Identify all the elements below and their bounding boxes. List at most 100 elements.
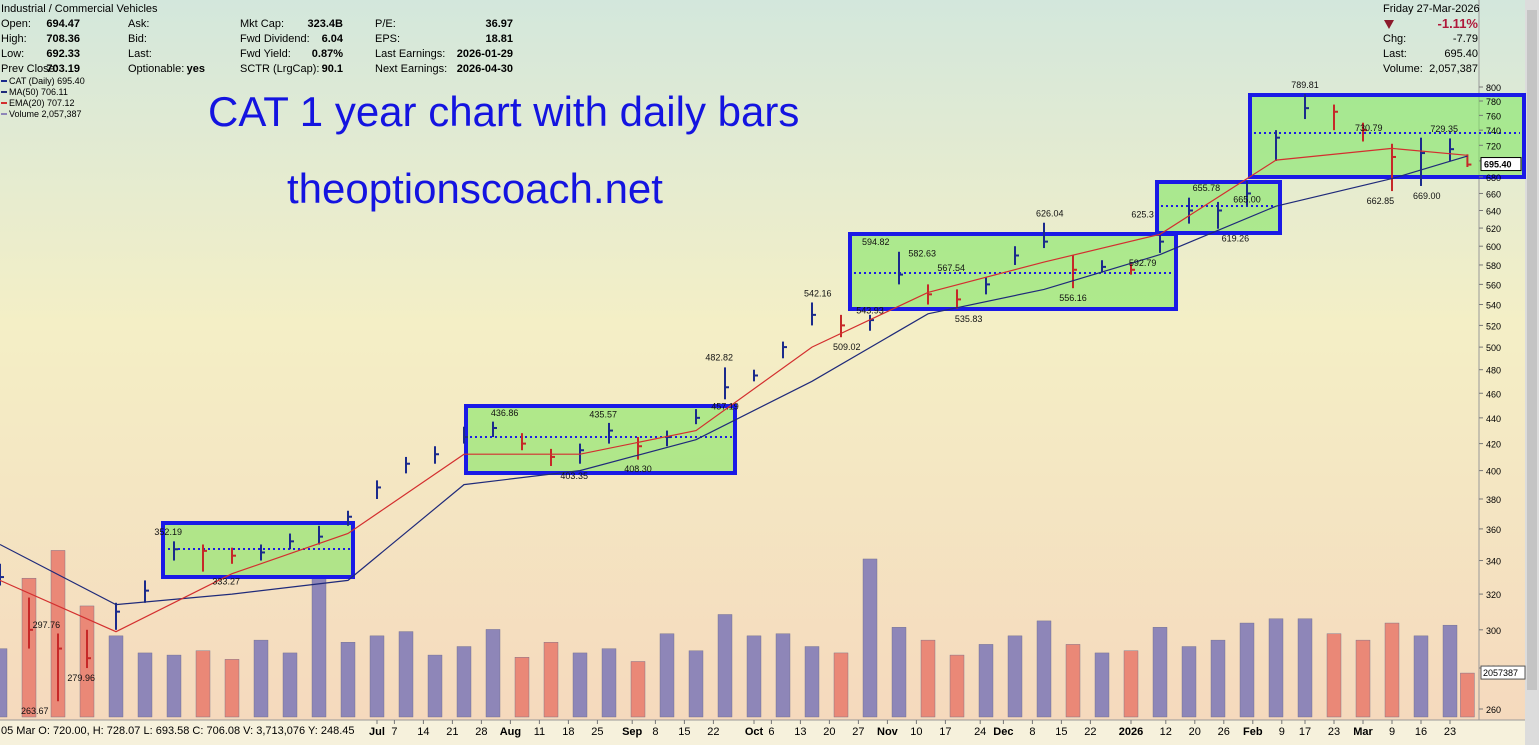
- volume-bar: [1181, 646, 1197, 718]
- stat-value: yes: [187, 63, 205, 75]
- price-annotation: 730.79: [1355, 123, 1383, 133]
- stat-value: 703.19: [46, 63, 80, 75]
- volume-bar: [369, 635, 385, 718]
- scrollbar-thumb[interactable]: [1527, 10, 1537, 690]
- volume-bar: [1065, 644, 1081, 718]
- volume-bar: [1326, 633, 1342, 718]
- volume-bar: [456, 646, 472, 718]
- last-volume-label: 2057387: [1483, 668, 1518, 678]
- stat-value: 36.97: [485, 18, 513, 30]
- stat-label: Fwd Yield:: [240, 48, 291, 60]
- volume-bar: [166, 654, 182, 718]
- x-tick-label: 17: [939, 726, 951, 738]
- volume-bar: [0, 648, 8, 718]
- price-annotation: 729.35: [1430, 124, 1458, 134]
- x-tick-label: 26: [1218, 726, 1230, 738]
- x-tick-label: 24: [974, 726, 986, 738]
- y-tick-label: 340: [1486, 557, 1501, 567]
- y-tick-label: 380: [1486, 495, 1501, 505]
- volume-bar: [833, 652, 849, 718]
- x-tick-label: Feb: [1243, 726, 1263, 738]
- stat-value: 695.40: [1444, 48, 1478, 60]
- volume-bar: [108, 635, 124, 718]
- price-annotation: 403.35: [560, 471, 588, 481]
- price-annotation: 435.57: [589, 409, 617, 419]
- price-annotation: 625.3: [1131, 209, 1154, 219]
- x-tick-label: 28: [475, 726, 487, 738]
- text-layer: CAT 1 year chart with daily bars theopti…: [1, 3, 1526, 738]
- chart-title: CAT 1 year chart with daily bars: [208, 88, 799, 135]
- volume-bar: [630, 661, 646, 718]
- stat-value: 90.1: [322, 63, 343, 75]
- box-layer: [161, 93, 1526, 579]
- volume-bar: [717, 614, 733, 718]
- volume-bar: [978, 644, 994, 718]
- stat-label: Ask:: [128, 18, 149, 30]
- x-tick-label: 8: [1029, 726, 1035, 738]
- stat-label: Last Earnings:: [375, 48, 445, 60]
- x-tick-label: 22: [1084, 726, 1096, 738]
- x-tick-label: Mar: [1353, 726, 1373, 738]
- x-tick-label: 20: [823, 726, 835, 738]
- y-tick-label: 420: [1486, 440, 1501, 450]
- price-annotation: 482.82: [705, 352, 733, 362]
- stat-value: 2026-04-30: [457, 63, 513, 75]
- price-annotation: 567.54: [937, 263, 965, 273]
- x-tick-label: 23: [1328, 726, 1340, 738]
- volume-bar: [1239, 622, 1255, 718]
- price-annotation: 333.27: [212, 577, 240, 587]
- volume-bar: [659, 633, 675, 718]
- legend-entry: EMA(20) 707.12: [9, 98, 75, 108]
- stat-value: 2,057,387: [1429, 63, 1478, 75]
- volume-bar: [572, 652, 588, 718]
- volume-bar: [775, 633, 791, 718]
- volume-layer: [0, 550, 1475, 718]
- y-tick-label: 520: [1486, 321, 1501, 331]
- price-annotation: 542.16: [804, 288, 832, 298]
- stat-label: Last:: [1383, 48, 1407, 60]
- y-tick-label: 400: [1486, 467, 1501, 477]
- volume-bar: [224, 659, 240, 718]
- x-tick-label: 18: [562, 726, 574, 738]
- stat-value: 2026-01-29: [457, 48, 513, 60]
- volume-bar: [891, 627, 907, 718]
- y-tick-label: 600: [1486, 242, 1501, 252]
- last-volume-box: [1480, 665, 1526, 680]
- volume-bar: [311, 575, 327, 718]
- legend-entry: Volume 2,057,387: [9, 109, 82, 119]
- volume-bar: [485, 629, 501, 718]
- range-box: [1248, 93, 1526, 179]
- volume-bar: [1297, 618, 1313, 718]
- price-annotation: 436.86: [491, 408, 519, 418]
- y-tick-label: 640: [1486, 206, 1501, 216]
- stat-label: Mkt Cap:: [240, 18, 284, 30]
- y-tick-label: 720: [1486, 141, 1501, 151]
- legend-entry: MA(50) 706.11: [9, 87, 68, 97]
- price-annotation: 543.93: [856, 306, 884, 316]
- price-annotation: 457.19: [711, 402, 739, 412]
- y-tick-label: 500: [1486, 343, 1501, 353]
- x-tick-label: 12: [1160, 726, 1172, 738]
- price-annotation: 535.83: [955, 314, 983, 324]
- price-annotation: 592.79: [1129, 258, 1157, 268]
- volume-bar: [804, 646, 820, 718]
- x-tick-label: 15: [1055, 726, 1067, 738]
- price-annotation: 594.82: [862, 237, 890, 247]
- y-tick-label: 540: [1486, 301, 1501, 311]
- x-tick-label: 25: [591, 726, 603, 738]
- volume-bar: [340, 642, 356, 718]
- stat-label: P/E:: [375, 18, 396, 30]
- y-tick-label: 480: [1486, 366, 1501, 376]
- volume-bar: [688, 650, 704, 718]
- x-tick-label: 21: [446, 726, 458, 738]
- volume-bar: [1268, 618, 1284, 718]
- stat-label: EPS:: [375, 33, 400, 45]
- price-annotation: 789.81: [1291, 80, 1319, 90]
- stat-value: 708.36: [46, 33, 80, 45]
- stat-label: Next Earnings:: [375, 63, 447, 75]
- volume-bar: [1036, 620, 1052, 718]
- price-annotation: 669.00: [1413, 191, 1441, 201]
- cursor-info: 05 Mar O: 720.00, H: 728.07 L: 693.58 C:…: [1, 725, 354, 737]
- x-tick-label: Oct: [745, 726, 764, 738]
